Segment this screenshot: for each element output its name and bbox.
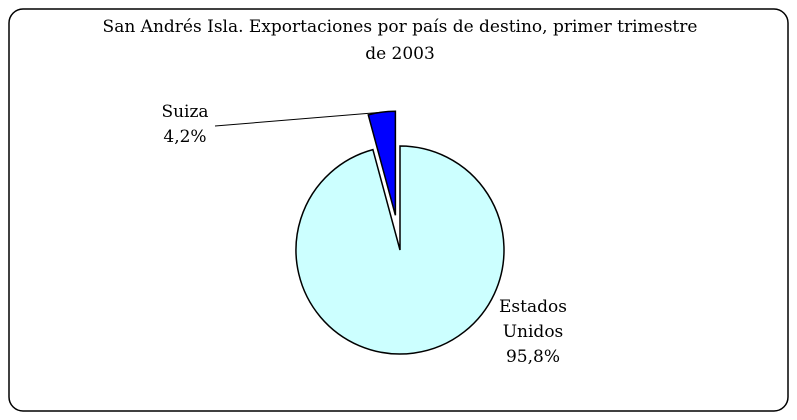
pie-slice [295, 145, 505, 355]
category-label: Suiza [161, 102, 209, 122]
leader-line [214, 111, 382, 127]
slice-label: Suiza 4,2% [135, 100, 235, 150]
chart-title: San Andrés Isla. Exportaciones por país … [102, 17, 698, 64]
category-label: Estados Unidos [499, 297, 567, 342]
value-label: 4,2% [163, 127, 207, 147]
slice-label: Estados Unidos 95,8% [483, 295, 583, 370]
chart-frame [8, 8, 789, 412]
value-label: 95,8% [505, 347, 560, 367]
